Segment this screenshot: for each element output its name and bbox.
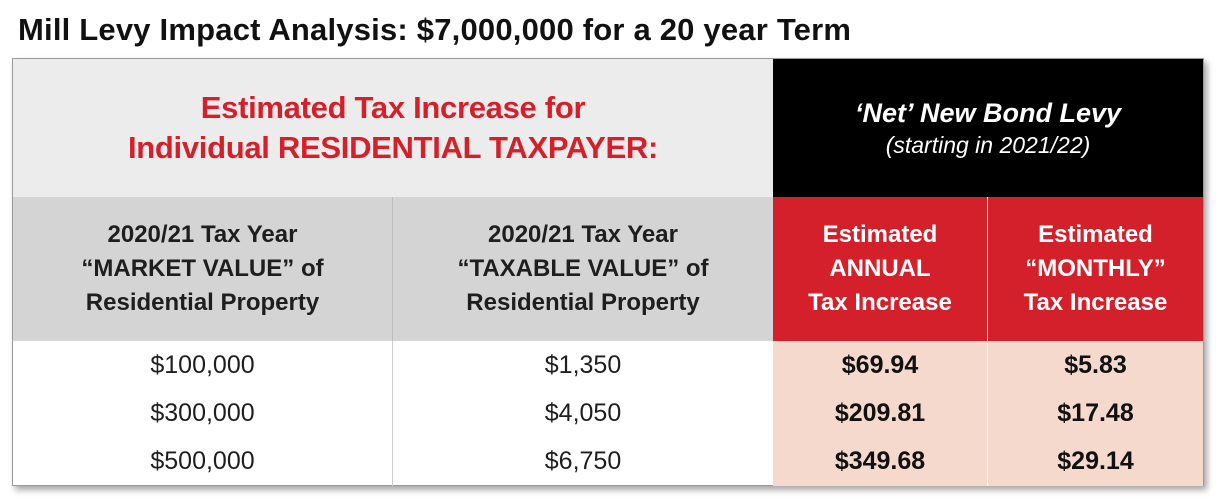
- column-header-line: “TAXABLE VALUE” of: [457, 255, 709, 282]
- monthly-increase-cell: $17.48: [988, 389, 1203, 437]
- column-header-taxable-value: 2020/21 Tax Year “TAXABLE VALUE” of Resi…: [393, 197, 773, 341]
- annual-increase-cell: $209.81: [773, 389, 988, 437]
- taxable-value-cell: $6,750: [544, 447, 622, 475]
- header-left-line-2: Individual RESIDENTIAL TAXPAYER:: [127, 130, 659, 165]
- market-value-cell: $100,000: [13, 341, 393, 389]
- taxable-value-cell: $4,050: [544, 398, 622, 427]
- column-header-market-value: 2020/21 Tax Year “MARKET VALUE” of Resid…: [13, 197, 393, 341]
- column-header-line: “MONTHLY”: [1025, 255, 1166, 282]
- column-header-annual-increase: Estimated ANNUAL Tax Increase: [773, 197, 988, 341]
- column-header-line: ANNUAL: [829, 255, 931, 282]
- column-header-line: “MARKET VALUE” of: [81, 255, 324, 282]
- column-header-monthly-increase: Estimated “MONTHLY” Tax Increase: [988, 197, 1203, 341]
- column-header-line: 2020/21 Tax Year: [488, 221, 678, 248]
- market-value-cell: $300,000: [13, 389, 393, 437]
- monthly-increase-cell: $5.83: [988, 341, 1203, 389]
- header-right-line-2: (starting in 2021/22): [885, 132, 1091, 158]
- column-header-line: Estimated: [1038, 221, 1153, 248]
- annual-increase-cell: $69.94: [773, 341, 988, 389]
- page-title: Mill Levy Impact Analysis: $7,000,000 fo…: [18, 12, 852, 47]
- net-bond-levy-header: ‘Net’ New Bond Levy (starting in 2021/22…: [773, 59, 1203, 197]
- header-left-line-1: Estimated Tax Increase for: [200, 90, 586, 125]
- taxable-value-cell: $1,350: [544, 350, 622, 379]
- column-header-line: Tax Increase: [808, 289, 952, 316]
- column-header-line: Residential Property: [85, 289, 320, 316]
- residential-taxpayer-header: Estimated Tax Increase for Individual RE…: [13, 59, 773, 197]
- column-header-line: Estimated: [822, 221, 938, 248]
- market-value-cell: $500,000: [13, 437, 393, 486]
- annual-increase-cell: $349.68: [773, 437, 988, 486]
- column-header-line: 2020/21 Tax Year: [107, 221, 298, 248]
- column-header-line: Residential Property: [466, 289, 700, 316]
- levy-impact-table: Estimated Tax Increase for Individual RE…: [12, 58, 1204, 486]
- header-right-line-1: ‘Net’ New Bond Levy: [854, 98, 1122, 128]
- monthly-increase-cell: $29.14: [988, 437, 1203, 486]
- column-header-line: Tax Increase: [1023, 289, 1168, 316]
